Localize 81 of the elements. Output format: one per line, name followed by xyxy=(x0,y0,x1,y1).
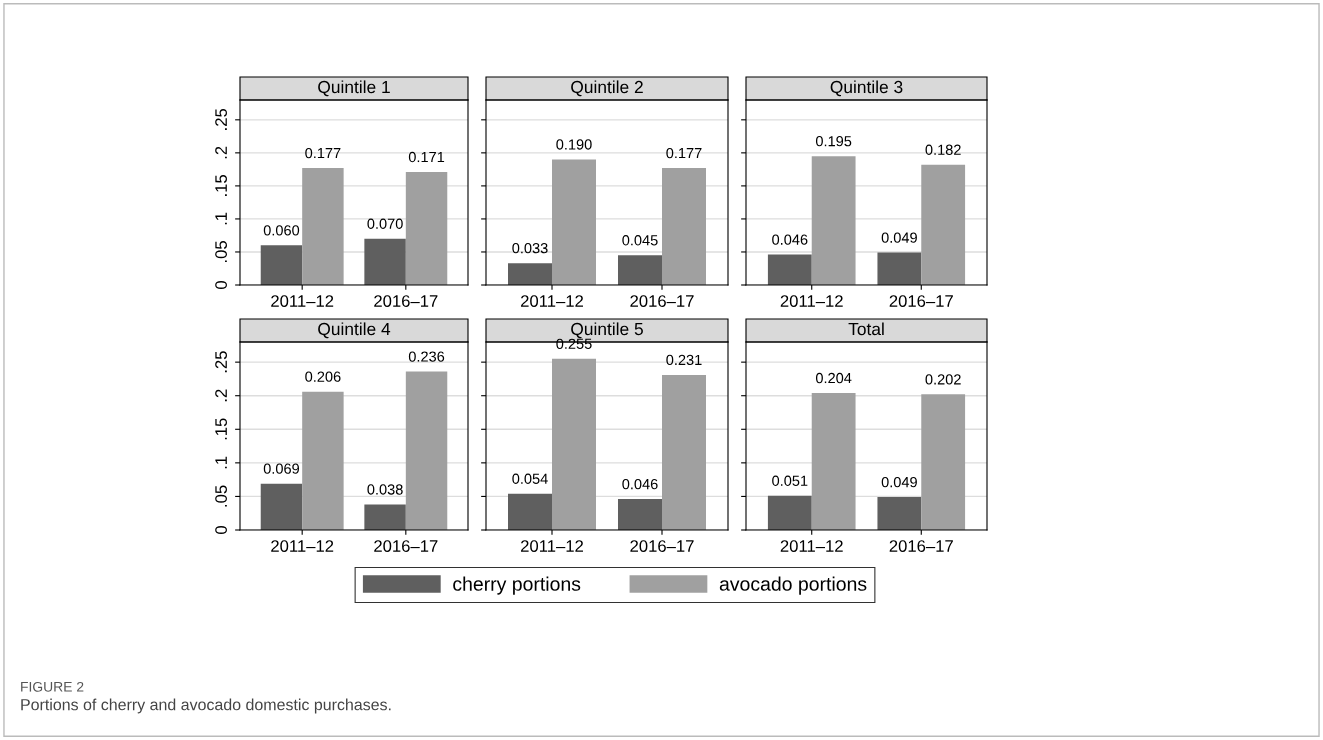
x-tick-label: 2011–12 xyxy=(271,295,334,307)
bar xyxy=(662,374,706,530)
x-tick-label: 2011–12 xyxy=(521,295,583,307)
data-label: 0.054 xyxy=(512,473,548,484)
bar xyxy=(508,263,552,285)
data-label: 0.033 xyxy=(512,243,548,254)
data-label: 0.182 xyxy=(925,144,961,155)
x-tick-label: 2016–17 xyxy=(889,540,953,552)
y-tick-label: .15 xyxy=(215,418,227,440)
bar xyxy=(405,371,448,530)
data-label: 0.171 xyxy=(408,151,445,163)
data-label: 0.046 xyxy=(622,478,658,490)
chart-title: Quintile 1 xyxy=(318,80,390,97)
bar xyxy=(877,497,922,530)
data-label: 0.049 xyxy=(881,232,917,243)
x-tick-label: 2011–12 xyxy=(780,295,843,307)
bar xyxy=(508,493,552,530)
bar xyxy=(364,238,406,285)
y-tick-label: 0 xyxy=(215,281,227,289)
y-tick-label: .05 xyxy=(215,485,227,507)
y-tick-label: .25 xyxy=(215,351,227,373)
data-label: 0.190 xyxy=(556,139,592,150)
bar xyxy=(552,358,596,530)
x-tick-label: 2011–12 xyxy=(521,540,583,552)
x-tick-label: 2011–12 xyxy=(780,540,843,552)
data-label: 0.069 xyxy=(263,463,300,474)
bar xyxy=(618,499,662,530)
y-tick-label: .1 xyxy=(215,456,227,469)
data-label: 0.236 xyxy=(408,351,445,362)
bar xyxy=(618,255,662,285)
bar xyxy=(260,245,303,285)
y-tick-label: .25 xyxy=(215,108,227,130)
bar xyxy=(364,504,406,530)
x-tick-label: 2011–12 xyxy=(271,540,334,552)
bar xyxy=(877,252,922,285)
data-label: 0.045 xyxy=(622,235,658,246)
text: Portions of cherry and avocado domestic purchases. xyxy=(21,698,391,714)
data-label: 0.177 xyxy=(305,147,341,159)
data-label: 0.070 xyxy=(367,218,403,229)
caption: FIGURE 2 xyxy=(21,681,84,692)
chart-title: Quintile 3 xyxy=(830,80,903,97)
x-tick-label: 2016–17 xyxy=(630,295,694,307)
bar xyxy=(405,172,448,285)
bar xyxy=(921,164,966,285)
data-label: 0.231 xyxy=(666,354,702,366)
bar xyxy=(767,495,812,530)
bar xyxy=(662,168,706,285)
x-tick-label: 2016–17 xyxy=(889,295,953,307)
bar xyxy=(811,393,856,530)
y-tick-label: .2 xyxy=(215,389,227,402)
y-tick-label: .05 xyxy=(215,241,227,263)
x-tick-label: 2016–17 xyxy=(374,540,438,552)
chart-title: Quintile 2 xyxy=(571,80,643,97)
chart-title: Quintile 4 xyxy=(318,322,391,339)
data-label: 0.206 xyxy=(305,371,341,382)
x-tick-label: 2016–17 xyxy=(374,295,438,307)
bar xyxy=(302,168,344,285)
data-label: 0.038 xyxy=(367,484,403,495)
x-tick-label: 2016–17 xyxy=(630,540,694,552)
data-label: 0.060 xyxy=(263,225,300,236)
data-label: 0.204 xyxy=(815,372,852,384)
y-tick-label: 0 xyxy=(215,526,227,534)
legend-label: cherry portions xyxy=(453,576,581,595)
data-label: 0.051 xyxy=(772,475,808,486)
data-label: 0.049 xyxy=(881,476,917,488)
y-tick-label: .1 xyxy=(215,212,227,225)
y-tick-label: .15 xyxy=(215,175,227,196)
bar xyxy=(552,159,596,285)
chart-title: Total xyxy=(848,322,884,336)
legend-label: avocado portions xyxy=(719,576,867,595)
data-label: 0.195 xyxy=(815,136,852,147)
data-label: 0.202 xyxy=(925,374,961,385)
chart-title: Quintile 5 xyxy=(571,322,643,339)
data-label: 0.046 xyxy=(772,234,808,245)
bar xyxy=(302,391,344,530)
bar xyxy=(767,254,812,285)
data-label: 0.177 xyxy=(666,147,702,159)
bar xyxy=(811,156,856,285)
bar xyxy=(921,394,966,530)
bar xyxy=(260,483,303,530)
y-tick-label: .2 xyxy=(215,146,227,159)
